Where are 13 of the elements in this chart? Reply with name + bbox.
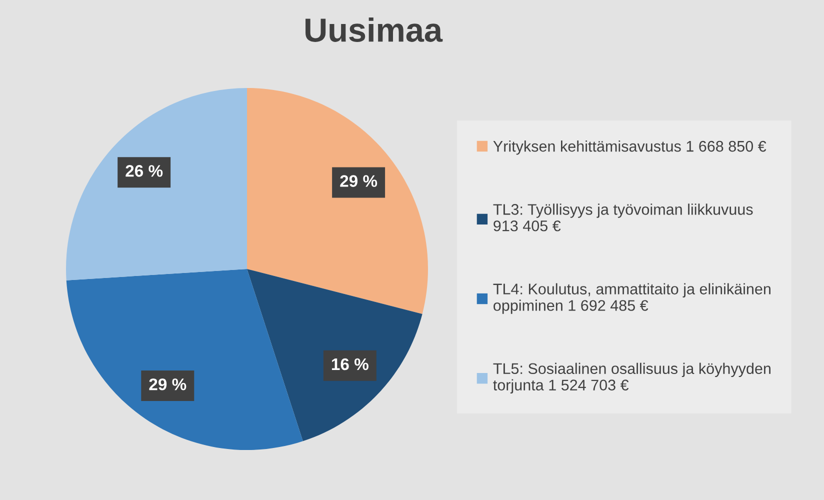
legend-label: Yrityksen kehittämisavustus 1 668 850 €	[493, 140, 766, 155]
legend-label: TL4: Koulutus, ammattitaito ja elinikäinen oppiminen 1 692 485 €	[493, 283, 770, 314]
chart-title: Uusimaa	[306, 17, 443, 42]
pie-slice	[66, 88, 247, 280]
data-label: 26 %	[126, 165, 163, 177]
data-label: 29 %	[340, 175, 378, 187]
pie-slice	[66, 269, 303, 450]
legend-label: TL5: Sosiaalinen osallisuus ja köyhyyden torjunta 1 524 703 €	[493, 362, 770, 394]
data-label: 29 %	[149, 378, 186, 390]
pie-slice	[247, 269, 422, 442]
pie-slice	[247, 88, 428, 314]
legend-label: TL3: Työllisyys ja työvoiman liikkuvuus 913 405 €	[493, 204, 753, 232]
data-label: 16 %	[332, 358, 368, 370]
